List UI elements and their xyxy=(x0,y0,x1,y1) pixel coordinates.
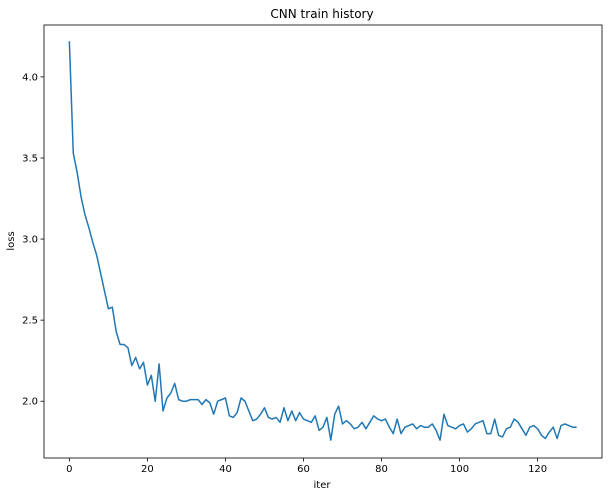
y-axis-label: loss xyxy=(6,231,17,250)
x-axis-label: iter xyxy=(314,480,332,491)
y-tick-label: 2.5 xyxy=(22,316,38,327)
plot-area: 0 20 40 60 80 100 120 2.0 2.5 3.0 3.5 4.0 xyxy=(22,24,603,475)
y-tick-label: 3.5 xyxy=(22,153,38,164)
y-tick-label: 2.0 xyxy=(22,397,38,408)
x-tick-label: 100 xyxy=(450,464,469,475)
x-tick-label: 60 xyxy=(297,464,310,475)
y-tick-label: 3.0 xyxy=(22,235,38,246)
x-tick-label: 20 xyxy=(141,464,154,475)
x-tick-label: 120 xyxy=(528,464,547,475)
chart-title: CNN train history xyxy=(270,7,373,21)
x-tick-label: 80 xyxy=(375,464,388,475)
y-tick-label: 4.0 xyxy=(22,72,38,83)
loss-series-line xyxy=(68,41,577,441)
x-tick-label: 0 xyxy=(66,464,72,475)
x-tick-label: 40 xyxy=(219,464,232,475)
plot-frame xyxy=(43,24,603,459)
